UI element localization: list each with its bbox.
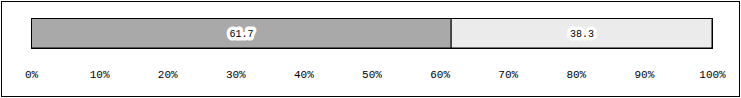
svg-text:61.7: 61.7 [230, 29, 254, 40]
svg-text:30%: 30% [226, 69, 246, 81]
svg-text:50%: 50% [362, 69, 382, 81]
svg-text:0%: 0% [25, 69, 39, 81]
svg-text:20%: 20% [158, 69, 178, 81]
svg-text:38.3: 38.3 [570, 29, 594, 40]
svg-text:90%: 90% [634, 69, 654, 81]
svg-text:60%: 60% [430, 69, 450, 81]
svg-text:40%: 40% [294, 69, 314, 81]
svg-text:10%: 10% [90, 69, 110, 81]
svg-text:70%: 70% [498, 69, 518, 81]
svg-text:80%: 80% [566, 69, 586, 81]
svg-text:100%: 100% [699, 69, 726, 81]
